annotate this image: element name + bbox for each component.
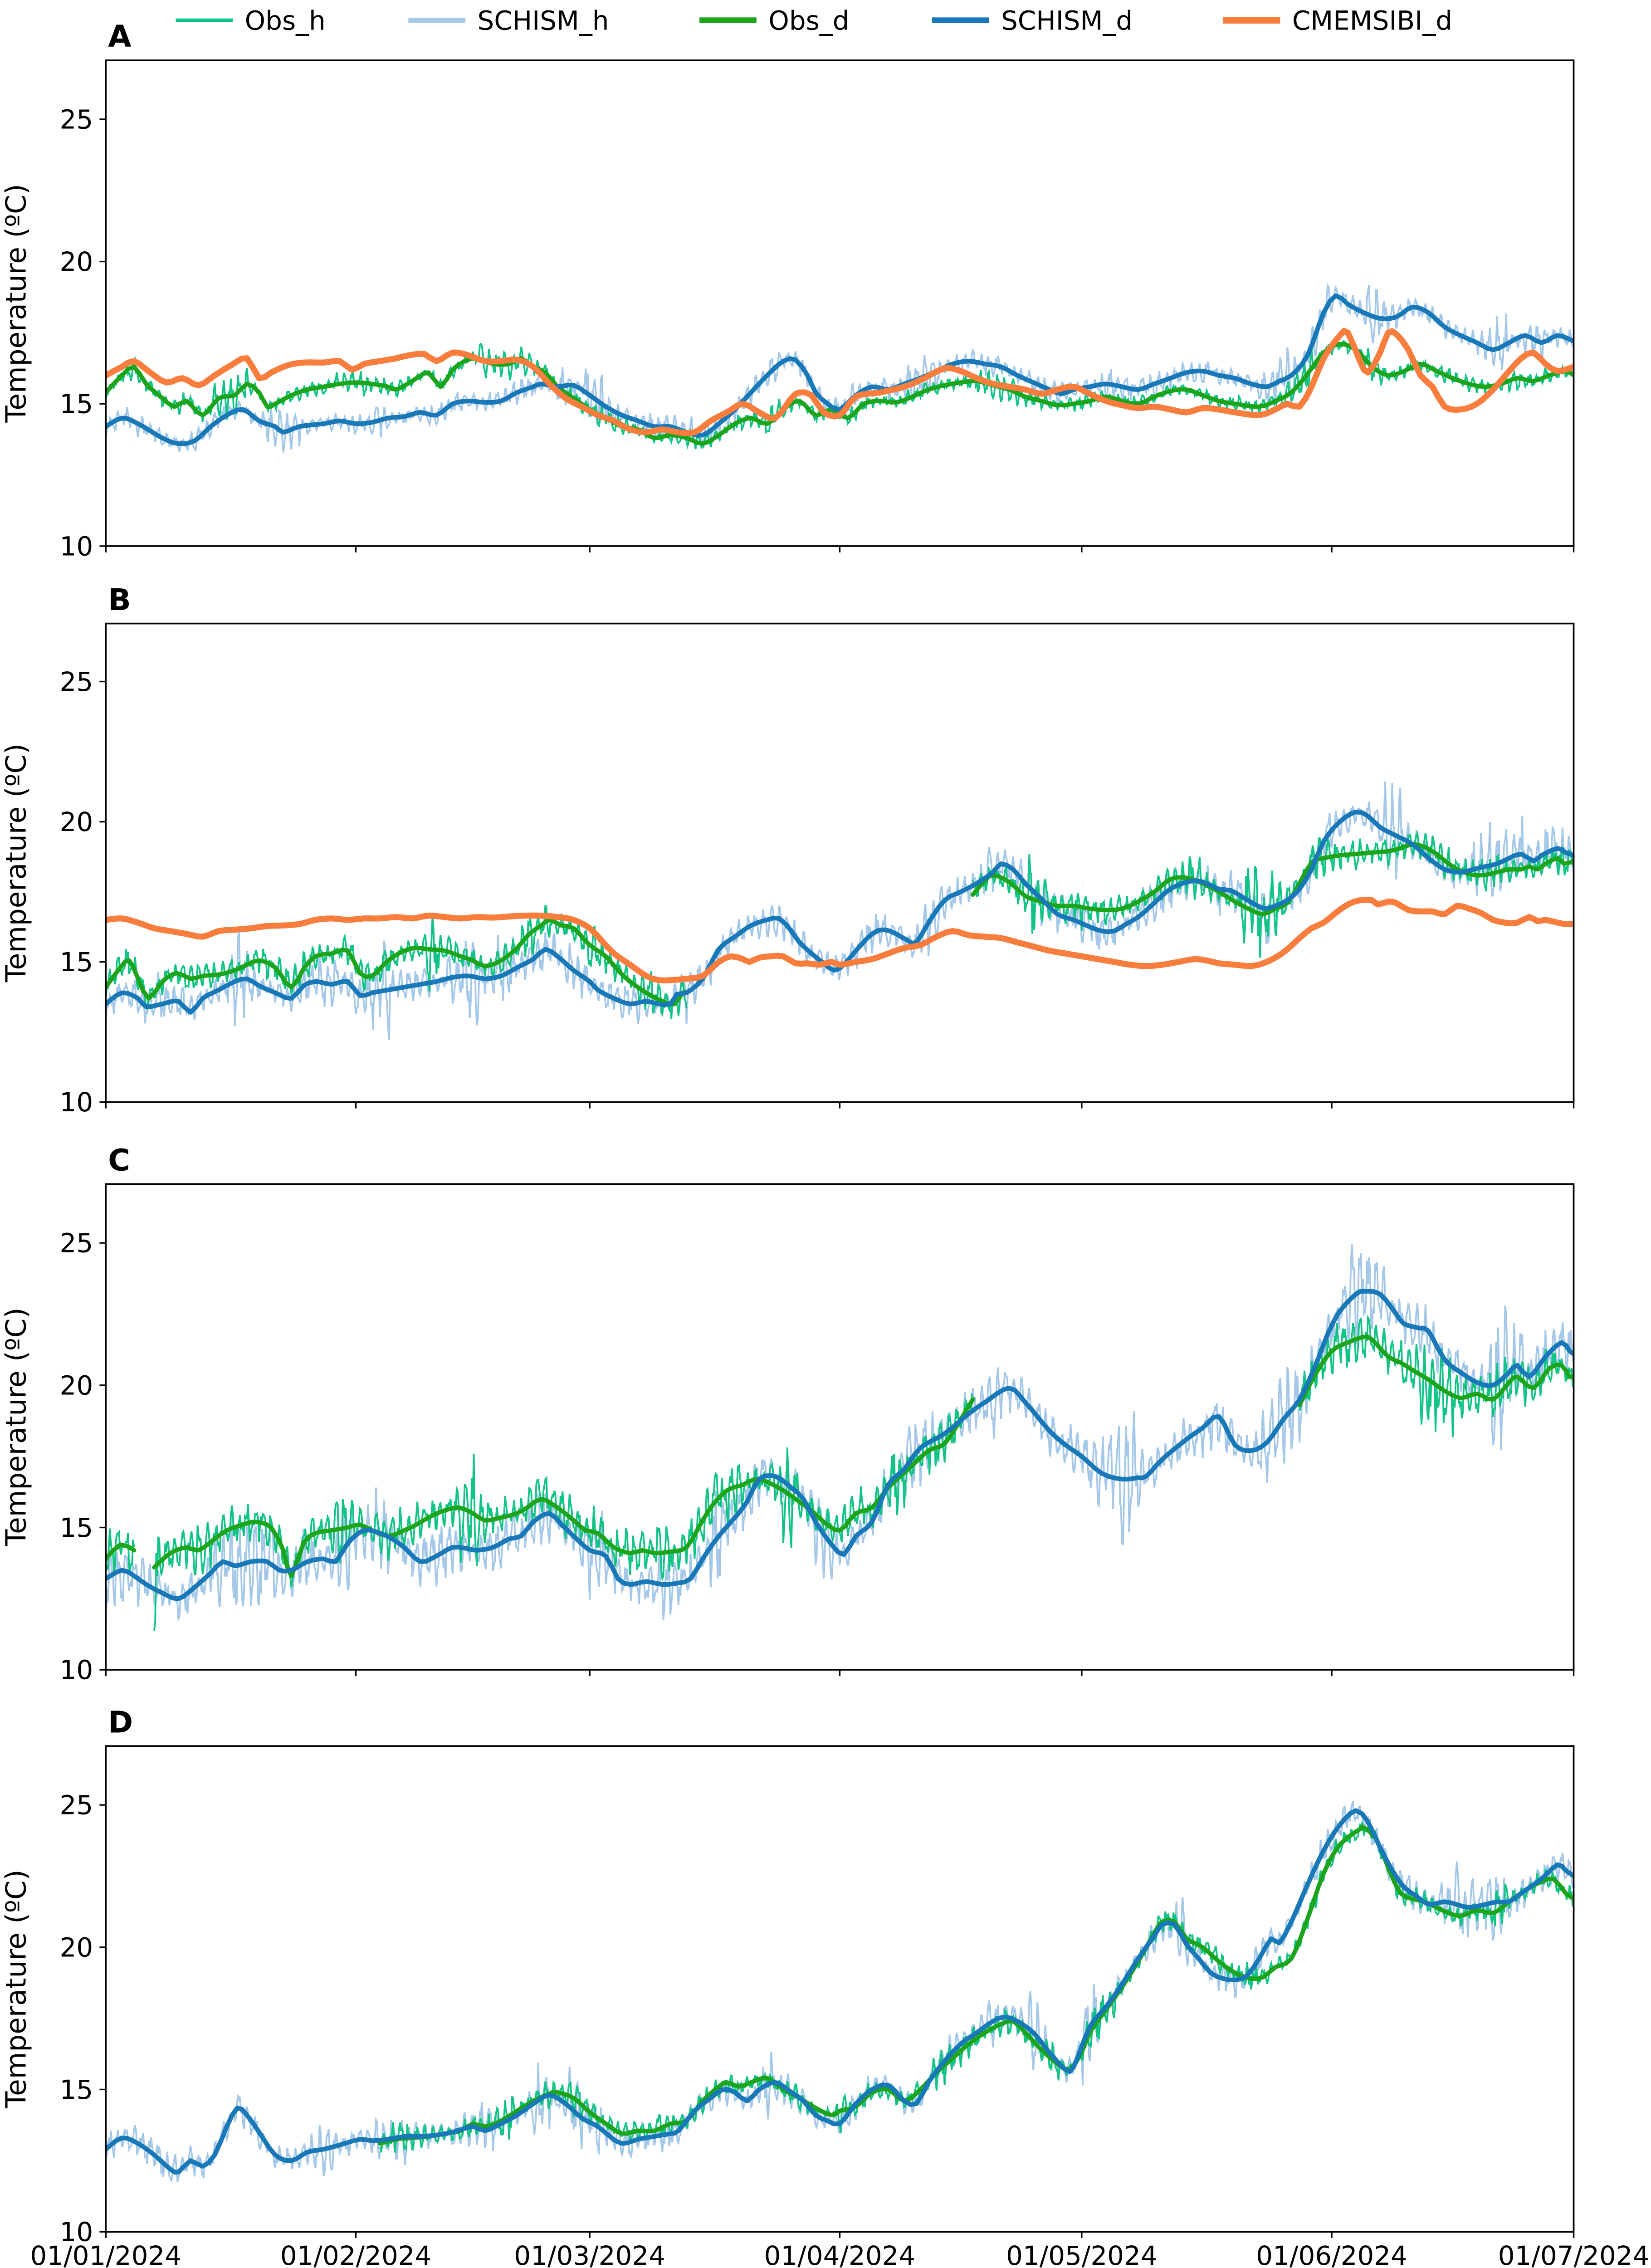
legend-item-schism-h: SCHISM_h [408,5,609,36]
x-tick-label: 01/04/2024 [764,2240,916,2268]
series-schism-d-D [106,1808,1574,2175]
plot-area-D [106,1801,1574,2182]
y-tick-label: 10 [60,2217,93,2248]
panel-letter-A: A [108,19,131,54]
legend-label-obs-h: Obs_h [245,5,326,36]
y-tick-label: 20 [60,1932,93,1963]
y-tick-label: 25 [60,1228,93,1259]
panel-frame-B [105,622,1575,1103]
panel-B: 10 15 20 25 B Temperature (ºC) [0,582,1575,1118]
y-tick-label: 20 [60,1370,93,1401]
series-schism-h-A [106,283,1574,453]
series-schism-h-B [106,781,1574,1040]
y-axis-title-B: Temperature (ºC) [0,743,33,982]
y-tick-label: 10 [60,1087,93,1118]
x-tick-label: 01/07/2024 [1498,2240,1650,2268]
y-tick-label: 10 [60,1655,93,1686]
panel-A: 10 15 20 25 A Temperature (ºC) [0,19,1575,562]
x-tick-label: 01/02/2024 [280,2240,432,2268]
series-obs-d-C [106,1542,137,1561]
series-obs-d-B [106,918,689,1007]
x-tick-label: 01/05/2024 [1006,2240,1158,2268]
legend-item-schism-d: SCHISM_d [932,5,1133,36]
series-schism-d-A [106,293,1574,446]
y-tick-label: 10 [60,531,93,562]
panel-C: 10 15 20 25 C Temperature (ºC) [0,1143,1575,1686]
y-tick-label: 20 [60,246,93,277]
panel-letter-B: B [108,582,131,617]
legend-label-obs-d: Obs_d [768,5,849,36]
series-obs-h-B [106,904,688,1020]
series-obs-d-C [152,1397,975,1578]
x-tick-label: 01/03/2024 [514,2240,665,2268]
panel-letter-C: C [108,1143,130,1178]
panel-letter-D: D [108,1705,133,1740]
series-schism-h-C [106,1243,1574,1623]
y-tick-label: 15 [60,947,93,978]
y-tick-label: 25 [60,1790,93,1821]
series-obs-d-D [378,1824,1574,2146]
panel-D: 10 15 20 25 01/01/2024 01/02/2024 01/03/2024 01… [0,1705,1650,2268]
y-tick-label: 20 [60,807,93,837]
plot-area-A [106,283,1574,453]
series-schism-d-B [106,809,1574,1015]
x-tick-label: 01/06/2024 [1256,2240,1407,2268]
plot-area-B [106,781,1574,1040]
panel-frame-C [105,1183,1575,1671]
y-axis-title-A: Temperature (ºC) [0,184,33,423]
legend-item-cmemsibi-d: CMEMSIBI_d [1223,5,1452,36]
plot-area-C [106,1243,1574,1631]
y-tick-label: 25 [60,104,93,135]
y-tick-label: 15 [60,389,93,420]
legend-item-obs-h: Obs_h [176,5,326,36]
series-obs-d-B [971,842,1574,917]
y-tick-label: 15 [60,1512,93,1543]
y-axis-title-C: Temperature (ºC) [0,1308,33,1547]
series-cmemsibi-d-A [106,327,1574,436]
series-schism-d-C [106,1289,1574,1601]
panels: 10 15 20 25 A Temperature (ºC) 10 15 20 25 B Temper… [0,19,1650,2268]
y-tick-label: 25 [60,666,93,697]
legend: Obs_h SCHISM_h Obs_d SCHISM_d CMEMSIBI_d [176,5,1452,36]
series-cmemsibi-d-B [106,896,1574,984]
legend-label-schism-h: SCHISM_h [477,5,609,36]
series-obs-h-C [153,1393,974,1631]
x-tick-label: 01/01/2024 [30,2240,182,2268]
y-tick-label: 15 [60,2074,93,2105]
series-obs-d-A [106,342,1574,446]
legend-label-schism-d: SCHISM_d [1001,5,1133,36]
legend-label-cmemsibi-d: CMEMSIBI_d [1292,5,1452,36]
series-obs-d-C [1297,1334,1574,1408]
y-axis-title-D: Temperature (ºC) [0,1870,33,2109]
series-obs-h-A [106,340,1574,450]
legend-item-obs-d: Obs_d [699,5,849,36]
